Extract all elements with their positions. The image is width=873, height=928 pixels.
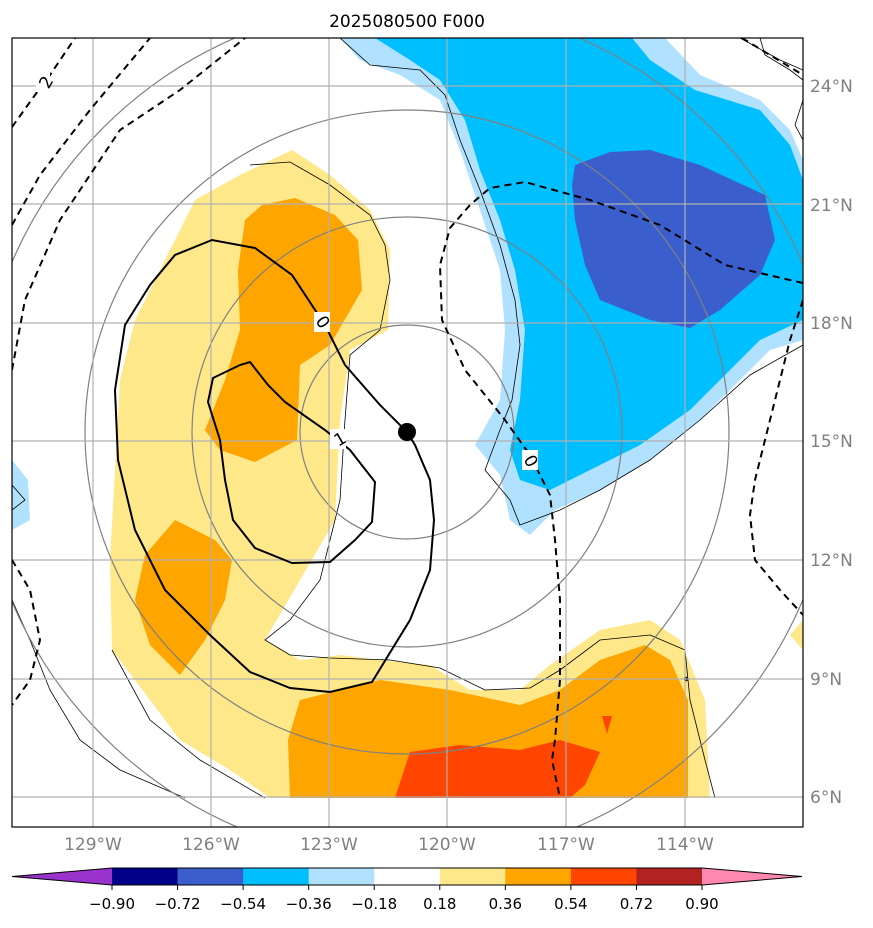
map-frame [11,37,804,828]
lon-label-123w: 123°W [300,835,358,855]
contour-zero-solid [113,238,436,694]
contour-west-dashed-2 [12,38,246,371]
colorbar-segment [439,868,506,885]
lon-label-126w: 126°W [182,835,240,855]
latitude-labels: 24°N 21°N 18°N 15°N 12°N 9°N 6°N [810,77,853,808]
solid-contours [113,238,436,694]
lat-label-6n: 6°N [810,788,842,808]
contour-labels: 2 0 1 0 [35,72,542,471]
contour-zero-dashed [438,180,803,799]
colorbar-tick-label: −0.18 [351,895,397,913]
colorbar-segment [570,868,637,885]
contour-west-dashed-4 [12,559,42,706]
shading-orange-west [135,520,232,675]
lon-label-117w: 117°W [537,835,595,855]
colorbar-segment [308,868,375,885]
colorbar-extend-low [12,868,112,885]
colorbar-segment [636,868,703,885]
colorbar-segment [243,868,310,885]
contour-one-solid [206,360,377,565]
storm-center-marker [398,423,416,441]
lon-label-114w: 114°W [656,835,714,855]
colorbar-segment [374,868,441,885]
shading-red-spot [602,716,612,734]
shading-red-south [395,740,600,798]
colorbar-tick-label: 0.54 [554,895,587,913]
colorbar-tick-label: 0.36 [489,895,522,913]
lat-label-15n: 15°N [810,432,853,452]
longitude-labels: 129°W 126°W 123°W 120°W 117°W 114°W [64,835,714,855]
colorbar-extend-high [702,868,802,885]
colorbar-segment [505,868,572,885]
shading-yellow-east [790,620,803,650]
gridlines [12,38,803,827]
lat-label-12n: 12°N [810,551,853,571]
colorbar-tick-label: 0.90 [685,895,718,913]
colorbar-tick-label: 0.18 [423,895,456,913]
colorbar-tick-label: 0.72 [620,895,653,913]
shading-royalblue-east [572,150,775,328]
colorbar-tick-label: −0.54 [220,895,266,913]
shading-orange-north [205,198,362,462]
lon-label-120w: 120°W [418,835,476,855]
lat-label-21n: 21°N [810,196,853,216]
lat-label-18n: 18°N [810,314,853,334]
lat-label-9n: 9°N [810,670,842,690]
contour-east-dashed [748,299,803,616]
colorbar-tick-label: −0.72 [155,895,201,913]
map-title: 2025080500 F000 [329,12,485,32]
lat-label-24n: 24°N [810,77,853,97]
colorbar-segment [112,868,179,885]
colorbar-tick-label: −0.90 [89,895,135,913]
colorbar: −0.90 −0.72 −0.54 −0.36 −0.18 0.18 0.36 0.54 0.7… [11,867,803,913]
contour-west-dashed-1 [12,38,151,226]
map-plot-area: 2 0 1 0 [12,38,803,827]
colorbar-tick-label: −0.36 [286,895,332,913]
colorbar-segment [177,868,244,885]
lon-label-129w: 129°W [64,835,122,855]
